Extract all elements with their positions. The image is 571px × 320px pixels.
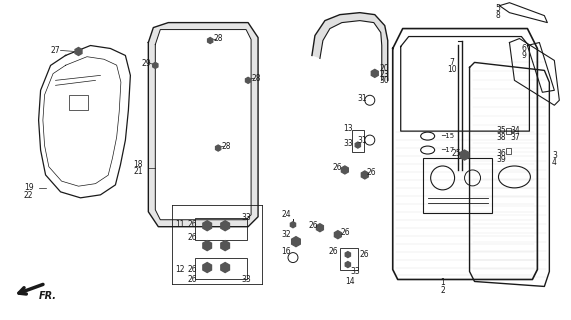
- Text: 22: 22: [24, 191, 33, 200]
- Polygon shape: [221, 221, 230, 231]
- Text: FR.: FR.: [39, 292, 57, 301]
- Polygon shape: [355, 142, 360, 148]
- Text: 13: 13: [343, 124, 353, 132]
- Polygon shape: [203, 241, 211, 251]
- Text: 33: 33: [343, 139, 353, 148]
- Text: 23: 23: [380, 70, 389, 79]
- Polygon shape: [216, 145, 221, 151]
- Polygon shape: [221, 262, 230, 273]
- Text: 30: 30: [380, 76, 389, 85]
- Polygon shape: [203, 262, 211, 273]
- Text: 24: 24: [281, 210, 291, 219]
- Polygon shape: [203, 221, 211, 231]
- Text: 38: 38: [497, 132, 506, 141]
- Text: 2: 2: [440, 286, 445, 295]
- Text: 11: 11: [175, 220, 185, 229]
- Text: 26: 26: [187, 265, 197, 274]
- Text: 16: 16: [281, 247, 291, 256]
- Text: 8: 8: [495, 11, 500, 20]
- Text: 33: 33: [241, 275, 251, 284]
- Bar: [340, 248, 358, 269]
- Text: 32: 32: [281, 230, 291, 239]
- Text: 26: 26: [308, 221, 317, 230]
- Text: 26: 26: [187, 220, 197, 229]
- Text: 1: 1: [440, 278, 445, 287]
- Text: 26: 26: [367, 168, 377, 178]
- Polygon shape: [312, 13, 388, 80]
- Text: 5: 5: [495, 4, 500, 13]
- Text: 10: 10: [447, 65, 456, 74]
- Text: 34: 34: [510, 126, 520, 135]
- Bar: [506, 148, 512, 154]
- Polygon shape: [246, 77, 251, 83]
- Polygon shape: [335, 231, 341, 239]
- Bar: [195, 218, 247, 240]
- Text: 20: 20: [380, 64, 389, 73]
- Text: ─15: ─15: [441, 133, 454, 139]
- Text: 33: 33: [241, 213, 251, 222]
- Text: 26: 26: [187, 275, 197, 284]
- Text: 31: 31: [357, 94, 367, 103]
- Text: 6: 6: [522, 44, 527, 53]
- Text: 19: 19: [24, 183, 34, 192]
- Bar: [195, 258, 247, 279]
- Text: 9: 9: [522, 51, 527, 60]
- Text: 26: 26: [340, 228, 349, 237]
- Text: 4: 4: [552, 158, 557, 167]
- Text: 21: 21: [134, 167, 143, 176]
- Polygon shape: [291, 222, 296, 228]
- Polygon shape: [345, 261, 351, 268]
- Text: 7: 7: [449, 58, 454, 67]
- Polygon shape: [361, 171, 368, 179]
- Text: 14: 14: [345, 277, 355, 286]
- Bar: [69, 95, 89, 110]
- Polygon shape: [345, 252, 351, 258]
- Text: ─17: ─17: [441, 147, 454, 153]
- Bar: [506, 128, 512, 134]
- Polygon shape: [292, 237, 300, 247]
- Text: 28: 28: [251, 74, 261, 83]
- Text: 36: 36: [497, 148, 506, 157]
- Polygon shape: [221, 241, 230, 251]
- Text: 28: 28: [214, 34, 223, 43]
- Polygon shape: [155, 29, 251, 220]
- Bar: [423, 158, 493, 213]
- Text: 25: 25: [452, 148, 461, 157]
- Polygon shape: [208, 37, 213, 44]
- Text: 28: 28: [222, 141, 231, 151]
- Polygon shape: [371, 69, 378, 77]
- Text: 27: 27: [51, 46, 61, 55]
- Text: 26: 26: [332, 164, 341, 172]
- Polygon shape: [75, 47, 82, 55]
- Bar: [352, 130, 364, 152]
- Text: 37: 37: [510, 132, 520, 141]
- Text: 31: 31: [357, 136, 367, 145]
- Text: 33: 33: [350, 267, 360, 276]
- Polygon shape: [460, 150, 469, 160]
- Polygon shape: [341, 166, 348, 174]
- Text: 35: 35: [497, 126, 506, 135]
- Text: 26: 26: [187, 233, 197, 242]
- Polygon shape: [148, 23, 258, 227]
- Text: 18: 18: [134, 160, 143, 170]
- Text: 29: 29: [142, 59, 151, 68]
- Text: 39: 39: [497, 156, 506, 164]
- Polygon shape: [316, 224, 323, 232]
- Text: 3: 3: [552, 150, 557, 160]
- Text: 26: 26: [360, 250, 369, 259]
- Polygon shape: [152, 62, 158, 68]
- Text: 12: 12: [175, 265, 185, 274]
- Text: 26: 26: [328, 247, 337, 256]
